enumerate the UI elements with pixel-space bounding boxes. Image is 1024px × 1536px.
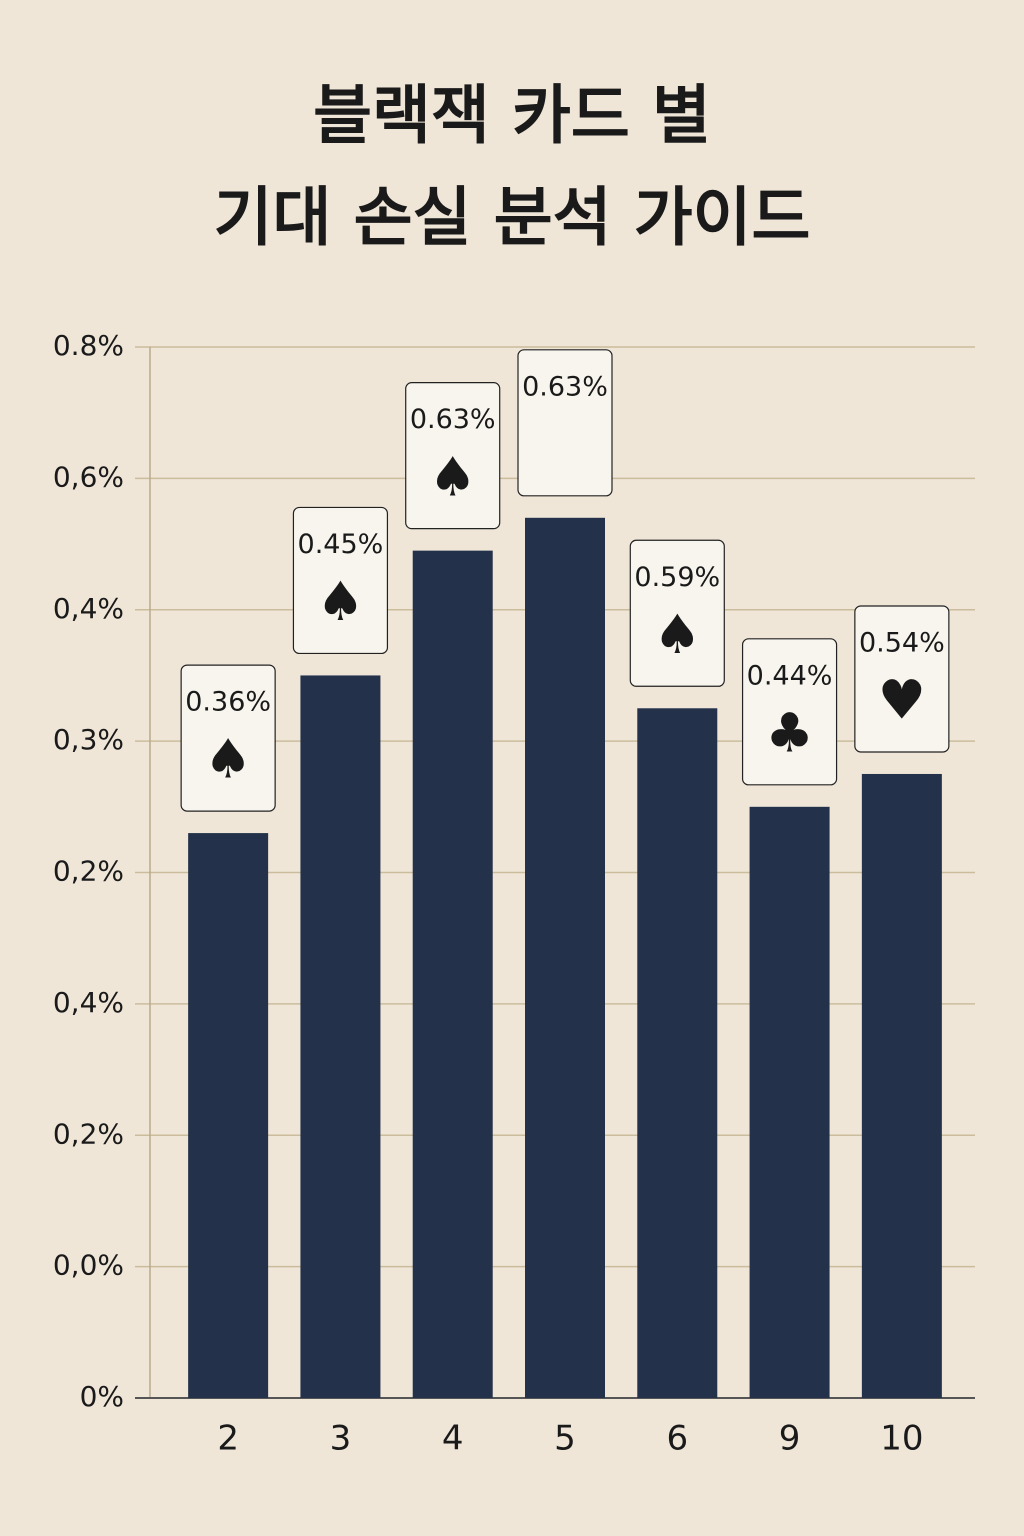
suit-icon: ♠: [429, 445, 477, 508]
x-tick-label: 5: [554, 1419, 576, 1459]
card: [517, 349, 613, 497]
x-tick-label: 10: [880, 1419, 923, 1459]
x-tick-label: 6: [666, 1419, 688, 1459]
x-tick-label: 9: [779, 1419, 801, 1459]
card-label: 0.63%: [522, 371, 608, 402]
suit-icon: ♣: [765, 701, 813, 764]
y-tick-label: 0%: [80, 1380, 124, 1413]
card-label: 0.59%: [634, 562, 720, 593]
suit-icon: ♥: [878, 669, 926, 732]
chart-title: 블랙잭 카드 별: [313, 80, 711, 154]
card-label: 0.45%: [298, 529, 384, 560]
bar: [749, 806, 830, 1398]
card-label: 0.36%: [185, 687, 271, 718]
bar: [412, 550, 493, 1398]
y-tick-label: 0,2%: [53, 1117, 124, 1150]
bar: [525, 517, 605, 1398]
bar: [188, 833, 269, 1398]
suit-icon: ♠: [316, 570, 364, 633]
y-tick-label: 0,0%: [53, 1249, 124, 1282]
y-tick-label: 0.8%: [53, 329, 124, 362]
suit-icon: ♠: [653, 603, 701, 666]
bar: [637, 708, 718, 1398]
card: [629, 539, 725, 687]
card: [292, 506, 389, 655]
y-tick-label: 0,4%: [53, 592, 124, 625]
bar: [300, 675, 381, 1398]
card: [405, 382, 501, 530]
card-label: 0.44%: [747, 660, 833, 691]
card: [741, 638, 838, 786]
card-label: 0.54%: [859, 627, 945, 658]
x-tick-label: 2: [217, 1419, 239, 1459]
bar: [861, 773, 942, 1398]
card: [180, 664, 276, 812]
y-tick-label: 0,6%: [53, 460, 124, 493]
chart-title: 기대 손실 분석 가이드: [214, 182, 811, 256]
x-tick-label: 4: [442, 1419, 464, 1459]
card: [854, 605, 950, 753]
y-tick-label: 0,2%: [53, 855, 124, 888]
x-tick-label: 3: [330, 1419, 352, 1459]
y-tick-label: 0,3%: [53, 723, 124, 756]
card-label: 0.63%: [410, 404, 496, 435]
suit-icon: ♠: [204, 728, 252, 791]
y-tick-label: 0,4%: [53, 986, 124, 1019]
